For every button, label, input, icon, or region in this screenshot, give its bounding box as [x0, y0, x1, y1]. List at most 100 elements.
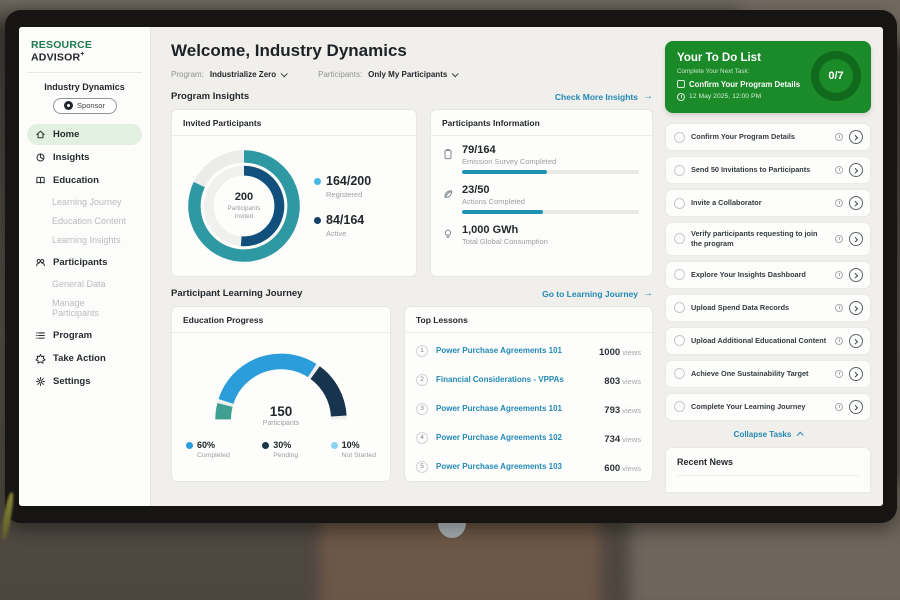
- checkbox-icon[interactable]: [674, 335, 685, 347]
- task-go-button[interactable]: [849, 130, 863, 144]
- task-go-button[interactable]: [849, 399, 863, 414]
- sidebar: RESOURCE ADVISOR+ Industry Dynamics Spon…: [19, 27, 151, 506]
- checkbox-icon[interactable]: [674, 197, 685, 209]
- program-dropdown[interactable]: Industrialize Zero: [209, 70, 288, 79]
- invited-donut-chart: 200 Participants Invited 164/200 Registe…: [172, 136, 416, 276]
- checkbox-icon[interactable]: [674, 131, 685, 143]
- lesson-rank: 5: [416, 460, 428, 473]
- legend-dot: [314, 216, 321, 224]
- lesson-views-suffix: views: [620, 405, 641, 415]
- donut-svg: [188, 150, 300, 262]
- legend-value: 60%: [197, 440, 216, 450]
- gauge-segment: [215, 353, 347, 420]
- legend-label: Pending: [273, 452, 299, 459]
- sidebar-item-general-data[interactable]: General Data: [52, 279, 106, 289]
- checkbox-icon[interactable]: [674, 233, 685, 245]
- lesson-link[interactable]: Power Purchase Agreements 102: [436, 433, 562, 442]
- section-title: Program Insights: [171, 91, 250, 102]
- legend-dot: [314, 177, 321, 185]
- clock-icon: [677, 92, 685, 101]
- leaf-icon: [444, 190, 453, 198]
- lesson-views: 803: [604, 375, 621, 387]
- legend-pending: 30% Pending: [262, 440, 298, 459]
- legend-dot: [330, 441, 338, 449]
- sidebar-item-take-action[interactable]: Take Action: [27, 348, 142, 369]
- sidebar-item-participants[interactable]: Participants: [27, 252, 142, 273]
- info-value: 1,000 GWh: [462, 224, 519, 236]
- lesson-row: 5 Power Purchase Agreements 103 600 view…: [405, 452, 652, 481]
- participants-dropdown[interactable]: Only My Participants: [368, 70, 460, 79]
- chevron-up-icon: [796, 431, 805, 439]
- task-go-button[interactable]: [849, 333, 863, 348]
- sponsor-badge[interactable]: Sponsor: [52, 97, 117, 114]
- sidebar-item-home[interactable]: Home: [27, 123, 142, 145]
- lesson-link[interactable]: Power Purchase Agreements 101: [436, 404, 562, 413]
- lesson-link[interactable]: Power Purchase Agreements 101: [436, 346, 562, 355]
- task-item[interactable]: Explore Your Insights Dashboard: [665, 260, 871, 289]
- lesson-views: 600: [604, 462, 621, 474]
- task-item[interactable]: Verify participants requesting to join t…: [665, 222, 871, 256]
- chevron-right-icon: [852, 404, 859, 411]
- insights-icon: [36, 153, 45, 161]
- checkbox-icon[interactable]: [674, 164, 685, 176]
- education-progress-card: Education Progress 150 Particip: [171, 306, 391, 482]
- sidebar-item-learning-insights[interactable]: Learning Insights: [52, 235, 121, 245]
- checkbox-icon[interactable]: [674, 401, 685, 413]
- sidebar-item-education[interactable]: Education: [27, 170, 142, 191]
- task-go-button[interactable]: [849, 231, 863, 246]
- task-go-button[interactable]: [849, 196, 863, 210]
- sidebar-item-education-content[interactable]: Education Content: [52, 216, 127, 226]
- sidebar-item-manage-participants[interactable]: Manage Participants: [52, 298, 100, 318]
- task-label: Verify participants requesting to join t…: [691, 229, 818, 248]
- sidebar-item-insights[interactable]: Insights: [27, 147, 142, 168]
- gauge-center-value: 150: [269, 404, 293, 419]
- task-label: Invite a Collaborator: [691, 198, 762, 208]
- lesson-views: 734: [604, 433, 621, 445]
- card-title: Participants Information: [431, 110, 652, 136]
- sidebar-item-label: Participants: [53, 256, 108, 268]
- task-item[interactable]: Confirm Your Program Details: [665, 123, 871, 151]
- legend-label: Registered: [326, 190, 363, 199]
- checkbox-icon[interactable]: [674, 368, 685, 380]
- lesson-views-suffix: views: [620, 434, 641, 444]
- task-item[interactable]: Send 50 Invitations to Participants: [665, 156, 871, 184]
- go-to-learning-journey-link[interactable]: Go to Learning Journey →: [542, 288, 653, 299]
- collapse-tasks-link[interactable]: Collapse Tasks: [665, 430, 871, 439]
- program-insights-header: Program Insights Check More Insights →: [171, 91, 653, 102]
- sponsor-icon: [64, 101, 74, 110]
- dashboard-screen: RESOURCE ADVISOR+ Industry Dynamics Spon…: [19, 27, 883, 506]
- program-dropdown-value: Industrialize Zero: [209, 70, 277, 79]
- task-go-button[interactable]: [849, 267, 863, 282]
- task-go-button[interactable]: [849, 163, 863, 177]
- todo-hero-card: Your To Do List Complete Your Next Task:…: [665, 41, 871, 113]
- insights-cards-row: Invited Participants: [171, 109, 653, 277]
- info-label: Emission Survey Completed: [462, 157, 557, 166]
- task-item[interactable]: Upload Spend Data Records: [665, 293, 871, 322]
- gear-icon: [35, 376, 46, 386]
- org-name: Industry Dynamics: [44, 81, 125, 92]
- clock-icon: [835, 166, 843, 174]
- page-title: Welcome, Industry Dynamics: [171, 41, 407, 60]
- lesson-link[interactable]: Power Purchase Agreements 103: [436, 462, 562, 471]
- link-label: Go to Learning Journey: [542, 288, 638, 299]
- sidebar-item-program[interactable]: Program: [27, 325, 142, 346]
- task-item[interactable]: Invite a Collaborator: [665, 189, 871, 217]
- task-label: Upload Additional Educational Content: [691, 335, 827, 345]
- checkbox-icon[interactable]: [674, 302, 685, 314]
- task-go-button[interactable]: [849, 366, 863, 381]
- task-item[interactable]: Upload Additional Educational Content: [665, 326, 871, 355]
- recent-news-card: Recent News: [665, 446, 871, 493]
- check-more-insights-link[interactable]: Check More Insights →: [555, 91, 653, 102]
- task-item[interactable]: Complete Your Learning Journey: [665, 392, 871, 421]
- task-go-button[interactable]: [849, 300, 863, 315]
- sidebar-item-settings[interactable]: Settings: [27, 371, 142, 392]
- todo-next-task: Confirm Your Program Details: [689, 79, 801, 89]
- participants-info-body: 79/164 Emission Survey Completed 23/50 A…: [431, 136, 652, 264]
- sidebar-item-learning-journey[interactable]: Learning Journey: [52, 197, 122, 207]
- donut-center-value: 200: [234, 190, 254, 203]
- task-item[interactable]: Achieve One Sustainability Target: [665, 359, 871, 388]
- lesson-link[interactable]: Financial Considerations - VPPAs: [436, 375, 564, 384]
- participants-information-card: Participants Information 79/164 Emission…: [430, 109, 653, 277]
- checkbox-icon[interactable]: [674, 269, 685, 281]
- info-row-actions: 23/50 Actions Completed: [442, 184, 639, 214]
